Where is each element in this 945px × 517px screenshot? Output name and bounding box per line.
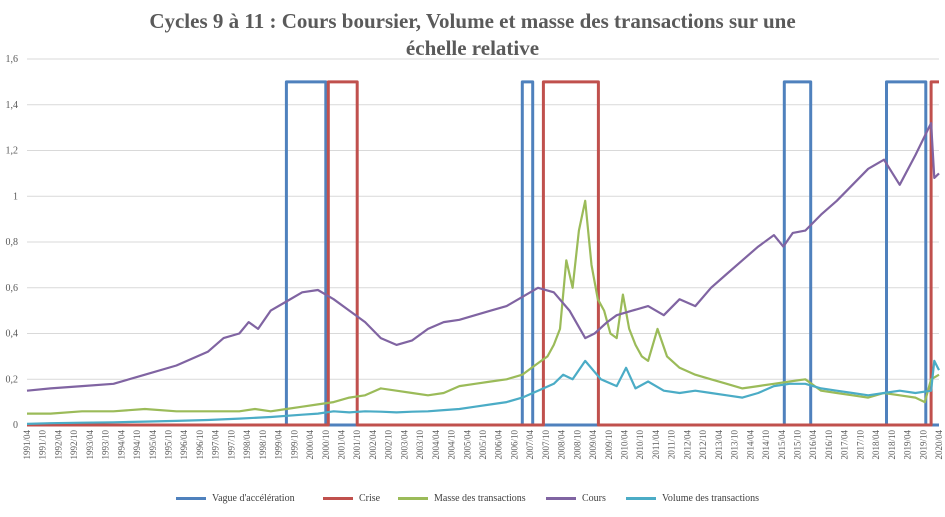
x-tick-label: 2005/10	[478, 430, 488, 460]
x-tick-label: 2008/04	[557, 430, 567, 460]
x-tick-label: 2007/10	[541, 430, 551, 460]
x-tick-label: 2018/10	[887, 430, 897, 460]
x-tick-label: 1995/10	[164, 430, 174, 460]
legend-item: Masse des transactions	[398, 490, 526, 506]
x-tick-label: 1993/10	[101, 430, 111, 460]
legend-item: Volume des transactions	[626, 490, 759, 506]
x-tick-label: 2008/10	[572, 430, 582, 460]
x-tick-label: 1996/10	[195, 430, 205, 460]
legend-swatch	[323, 496, 353, 500]
x-tick-label: 1993/04	[85, 430, 95, 460]
x-tick-label: 2013/04	[714, 430, 724, 460]
x-tick-label: 1992/04	[53, 430, 63, 460]
legend-swatch	[626, 496, 656, 500]
y-tick-label: 1,6	[6, 54, 19, 65]
x-tick-label: 2012/10	[698, 430, 708, 460]
x-tick-label: 2002/10	[384, 430, 394, 460]
x-tick-label: 1991/10	[38, 430, 48, 460]
legend-swatch	[176, 496, 206, 500]
x-tick-label: 1999/10	[289, 430, 299, 460]
x-tick-label: 2011/10	[667, 430, 677, 460]
x-tick-label: 2014/04	[745, 430, 755, 460]
y-tick-label: 1,2	[6, 146, 19, 157]
x-tick-label: 2010/04	[620, 430, 630, 460]
x-tick-label: 2009/04	[588, 430, 598, 460]
x-tick-label: 1997/10	[226, 430, 236, 460]
x-tick-label: 2009/10	[604, 430, 614, 460]
x-tick-label: 1994/04	[116, 430, 126, 460]
legend-swatch	[546, 496, 576, 500]
x-tick-label: 2017/10	[855, 430, 865, 460]
x-tick-label: 1994/10	[132, 430, 142, 460]
chart-legend: Vague d'accélération Crise Masse des trans…	[0, 490, 945, 506]
x-tick-label: 2001/04	[336, 430, 346, 460]
series-line-masse-des-transactions	[27, 199, 940, 415]
chart-title-line-2: échelle relative	[405, 36, 540, 60]
x-tick-label: 2000/10	[321, 430, 331, 460]
series-lines	[26, 80, 940, 427]
y-tick-label: 0,8	[6, 237, 19, 248]
x-tick-label: 1998/04	[242, 430, 252, 460]
x-tick-label: 1997/04	[211, 430, 221, 460]
x-tick-label: 2019/10	[918, 430, 928, 460]
legend-label: Masse des transactions	[434, 492, 526, 504]
x-tick-label: 2015/04	[777, 430, 787, 460]
chart-title-line-1: Cycles 9 à 11 : Cours boursier, Volume e…	[149, 9, 796, 33]
legend-item: Crise	[323, 490, 380, 506]
y-tick-label: 0,2	[6, 374, 19, 385]
x-tick-label: 2016/10	[824, 430, 834, 460]
x-tick-label: 2006/10	[509, 430, 519, 460]
legend-label: Volume des transactions	[662, 492, 760, 504]
x-tick-label: 2020/04	[934, 430, 944, 460]
y-tick-label: 0,6	[6, 283, 19, 294]
y-tick-label: 0,4	[6, 329, 19, 340]
x-tick-label: 2010/10	[635, 430, 645, 460]
legend-label: Vague d'accélération	[212, 492, 295, 504]
x-tick-label: 2015/10	[792, 430, 802, 460]
x-axis-tick-labels: 1991/04 1991/10 1992/04 1992/10 1993/04 1993/…	[22, 430, 944, 460]
x-tick-label: 2013/10	[730, 430, 740, 460]
legend-item: Vague d'accélération	[176, 490, 295, 506]
series-line-cours	[26, 121, 940, 392]
series-line-crise	[27, 80, 939, 427]
x-tick-label: 2017/04	[840, 430, 850, 460]
x-tick-label: 2001/10	[352, 430, 362, 460]
x-tick-label: 2002/04	[368, 430, 378, 460]
x-tick-label: 2007/04	[525, 430, 535, 460]
x-tick-label: 2014/10	[761, 430, 771, 460]
gridlines	[27, 58, 939, 426]
y-tick-label: 0	[13, 420, 18, 431]
y-tick-label: 1	[13, 191, 18, 202]
series-line-volume-des-transactions	[26, 359, 940, 425]
x-tick-label: 2003/04	[399, 430, 409, 460]
x-tick-label: 2016/04	[808, 430, 818, 460]
x-tick-label: 2006/04	[494, 430, 504, 460]
x-tick-label: 2004/10	[447, 430, 457, 460]
y-axis-tick-labels: 0 0,2 0,4 0,6 0,8 1 1,2 1,4 1,6	[6, 54, 19, 431]
x-tick-label: 1998/10	[258, 430, 268, 460]
x-tick-label: 2011/04	[651, 430, 661, 460]
y-tick-label: 1,4	[6, 100, 19, 111]
x-tick-label: 1996/04	[179, 430, 189, 460]
legend-label: Crise	[359, 492, 381, 504]
series-line-vague-d-acceleration	[27, 80, 939, 427]
x-tick-label: 1999/04	[274, 430, 284, 460]
x-tick-label: 2012/04	[682, 430, 692, 460]
x-tick-label: 2003/10	[415, 430, 425, 460]
x-tick-label: 1991/04	[22, 430, 32, 460]
x-tick-label: 1992/10	[69, 430, 79, 460]
legend-swatch	[398, 496, 428, 500]
x-tick-label: 2019/04	[903, 430, 913, 460]
chart-title: Cycles 9 à 11 : Cours boursier, Volume e…	[0, 8, 945, 62]
x-tick-label: 1995/04	[148, 430, 158, 460]
x-tick-label: 2000/04	[305, 430, 315, 460]
legend-item: Cours	[546, 490, 606, 506]
x-tick-label: 2018/04	[871, 430, 881, 460]
x-tick-label: 2004/04	[431, 430, 441, 460]
x-tick-label: 2005/04	[462, 430, 472, 460]
legend-label: Cours	[582, 492, 606, 504]
